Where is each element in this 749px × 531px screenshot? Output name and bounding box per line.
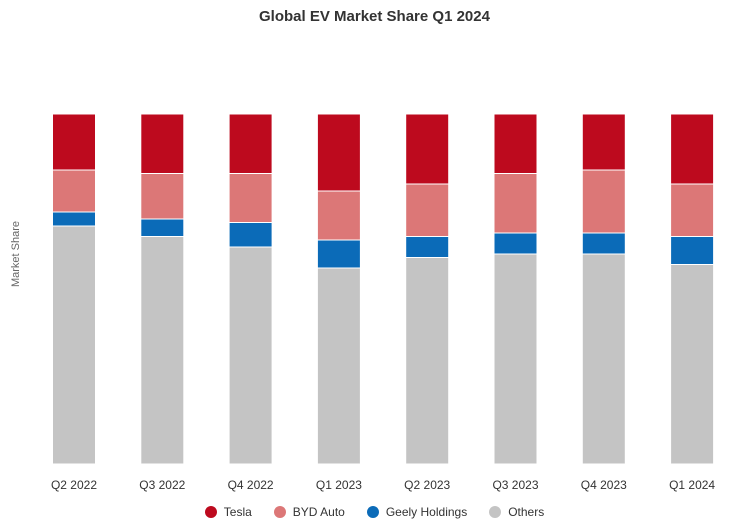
bar-segment-byd-auto-q4-2023[interactable]: BYD Auto (Q4 2023): 18% — [581, 169, 626, 234]
bar-segment-byd-auto-q1-2023[interactable]: BYD Auto (Q1 2023): 14% — [316, 190, 361, 241]
bar-segment-tesla-q2-2023[interactable]: Tesla (Q2 2023): 20% — [405, 113, 450, 185]
bar-segment-geely-holdings-q1-2024[interactable]: Geely Holdings (Q1 2024): 8% — [670, 236, 715, 265]
bar-segment-geely-holdings-q3-2022[interactable]: Geely Holdings (Q3 2022): 5% — [140, 218, 185, 237]
bar-segment-others-q3-2023[interactable]: Others (Q3 2023): 60% — [493, 253, 538, 465]
legend-item-geely-holdings[interactable]: Geely Holdings — [366, 505, 468, 519]
bar-segment-tesla-q2-2022[interactable]: Tesla (Q2 2022): 16% — [52, 113, 96, 171]
x-tick-label-q4-2022: Q4 2022 — [228, 478, 274, 492]
x-tick-label-q3-2022: Q3 2022 — [139, 478, 185, 492]
legend-item-others[interactable]: Others — [489, 505, 544, 519]
bar-segment-geely-holdings-q2-2023[interactable]: Geely Holdings (Q2 2023): 6% — [405, 236, 450, 258]
bar-segment-byd-auto-q2-2022[interactable]: BYD Auto (Q2 2022): 12% — [52, 169, 96, 213]
bar-segment-byd-auto-q3-2023[interactable]: BYD Auto (Q3 2023): 17% — [493, 173, 538, 234]
legend-swatch-geely-holdings — [366, 506, 379, 518]
legend-item-tesla[interactable]: Tesla — [204, 505, 252, 519]
x-tick-label-q4-2023: Q4 2023 — [581, 478, 627, 492]
bar-segment-others-q3-2022[interactable]: Others (Q3 2022): 65% — [140, 236, 185, 465]
legend-swatch-byd-auto — [273, 506, 286, 518]
bars-group: Others (Q2 2022): 68%Geely Holdings (Q2 … — [52, 113, 715, 465]
legend-label-others: Others — [508, 505, 545, 519]
bar-segment-tesla-q1-2023[interactable]: Tesla (Q1 2023): 22% — [316, 113, 361, 192]
chart-title: Global EV Market Share Q1 2024 — [259, 8, 490, 25]
chart-plot: Others (Q2 2022): 68%Geely Holdings (Q2 … — [51, 113, 715, 492]
legend-label-tesla: Tesla — [223, 505, 252, 519]
bar-segment-geely-holdings-q2-2022[interactable]: Geely Holdings (Q2 2022): 4% — [52, 211, 96, 227]
bar-segment-geely-holdings-q4-2022[interactable]: Geely Holdings (Q4 2022): 7% — [228, 222, 273, 248]
bar-segment-geely-holdings-q4-2023[interactable]: Geely Holdings (Q4 2023): 6% — [581, 232, 626, 255]
bar-segment-tesla-q4-2022[interactable]: Tesla (Q4 2022): 17% — [228, 113, 273, 174]
x-tick-label-q2-2023: Q2 2023 — [404, 478, 450, 492]
legend-item-byd-auto[interactable]: BYD Auto — [273, 505, 345, 519]
x-axis-ticks: Q2 2022 Q3 2022 Q4 2022 Q1 2023 Q2 2023 Q3 20… — [51, 478, 715, 492]
legend: Tesla BYD Auto Geely Holdings Others — [0, 505, 749, 519]
bar-segment-geely-holdings-q3-2023[interactable]: Geely Holdings (Q3 2023): 6% — [493, 232, 538, 255]
x-tick-label-q3-2023: Q3 2023 — [492, 478, 538, 492]
x-tick-label-q2-2022: Q2 2022 — [51, 478, 97, 492]
bar-segment-byd-auto-q4-2022[interactable]: BYD Auto (Q4 2022): 14% — [228, 173, 273, 223]
bar-segment-others-q4-2023[interactable]: Others (Q4 2023): 60% — [581, 253, 626, 465]
x-tick-label-q1-2023: Q1 2023 — [316, 478, 362, 492]
bar-segment-tesla-q1-2024[interactable]: Tesla (Q1 2024): 20% — [670, 113, 715, 185]
bar-segment-geely-holdings-q1-2023[interactable]: Geely Holdings (Q1 2023): 8% — [316, 239, 361, 269]
bar-segment-others-q4-2022[interactable]: Others (Q4 2022): 62% — [228, 246, 273, 465]
bar-segment-others-q2-2023[interactable]: Others (Q2 2023): 59% — [405, 257, 450, 465]
bar-segment-tesla-q3-2022[interactable]: Tesla (Q3 2022): 17% — [140, 113, 185, 174]
bar-segment-tesla-q4-2023[interactable]: Tesla (Q4 2023): 16% — [581, 113, 626, 171]
x-tick-label-q1-2024: Q1 2024 — [669, 478, 715, 492]
bar-segment-byd-auto-q2-2023[interactable]: BYD Auto (Q2 2023): 15% — [405, 183, 450, 237]
legend-swatch-others — [489, 506, 502, 518]
legend-label-geely-holdings: Geely Holdings — [385, 505, 468, 519]
bar-segment-others-q2-2022[interactable]: Others (Q2 2022): 68% — [52, 225, 96, 465]
legend-swatch-tesla — [204, 506, 217, 518]
bar-segment-byd-auto-q1-2024[interactable]: BYD Auto (Q1 2024): 15% — [670, 183, 715, 237]
legend-label-byd-auto: BYD Auto — [292, 505, 345, 519]
bar-segment-others-q1-2023[interactable]: Others (Q1 2023): 56% — [316, 267, 361, 465]
bar-segment-others-q1-2024[interactable]: Others (Q1 2024): 57% — [670, 264, 715, 465]
bar-segment-byd-auto-q3-2022[interactable]: BYD Auto (Q3 2022): 13% — [140, 173, 185, 220]
bar-segment-tesla-q3-2023[interactable]: Tesla (Q3 2023): 17% — [493, 113, 538, 174]
